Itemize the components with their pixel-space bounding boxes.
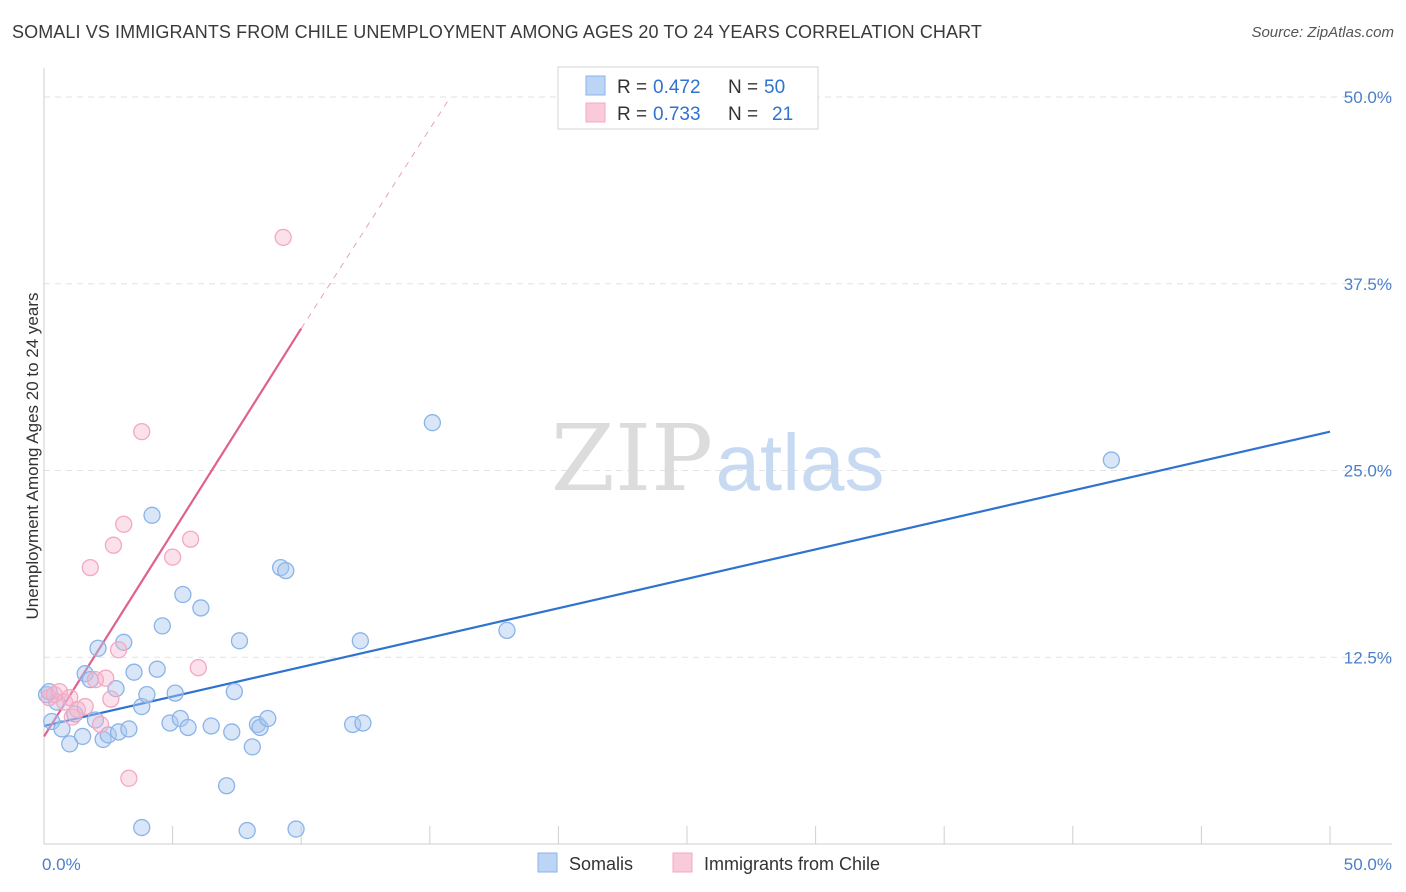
series-swatch-chile bbox=[672, 852, 693, 873]
somalis-point bbox=[143, 506, 161, 524]
y-tick-label: 37.5% bbox=[1344, 275, 1392, 294]
trend-line-somalis bbox=[43, 430, 1331, 728]
chile-point bbox=[120, 769, 138, 787]
chile-point bbox=[133, 423, 151, 441]
somalis-point bbox=[53, 720, 71, 738]
chile-point bbox=[274, 228, 292, 247]
chile-point bbox=[61, 688, 79, 707]
legend-swatch-chile bbox=[585, 102, 606, 123]
somalis-point bbox=[148, 660, 166, 678]
chile-point bbox=[181, 530, 200, 548]
watermark-atlas: atlas bbox=[716, 418, 885, 507]
trend-line-chile bbox=[43, 327, 303, 738]
somalis-point bbox=[125, 663, 143, 681]
legend-r-value-1: 0.472 bbox=[653, 77, 701, 98]
somalis-point bbox=[107, 679, 125, 698]
somalis-point bbox=[1102, 451, 1121, 469]
y-tick-label: 50.0% bbox=[1344, 88, 1392, 107]
chile-point bbox=[189, 659, 207, 677]
somalis-point bbox=[61, 735, 79, 753]
chile-point bbox=[50, 682, 69, 701]
somalis-point bbox=[166, 684, 184, 702]
x-tick-label-max: 50.0% bbox=[1344, 855, 1392, 874]
somalis-point bbox=[243, 738, 261, 756]
correlation-legend: R = 0.472 N = 50 R = 0.733 N = 21 bbox=[557, 66, 819, 130]
y-axis-label: Unemployment Among Ages 20 to 24 years bbox=[23, 293, 42, 620]
chile-point bbox=[91, 715, 110, 734]
source-credit: Source: ZipAtlas.com bbox=[1251, 24, 1394, 41]
somalis-point bbox=[423, 414, 442, 432]
chile-point bbox=[102, 690, 120, 708]
x-tick-labels: 0.0% 50.0% bbox=[42, 855, 1392, 874]
chile-point bbox=[76, 697, 94, 716]
somalis-point bbox=[259, 709, 277, 728]
somalis-point bbox=[73, 727, 92, 746]
series-legend: Somalis Immigrants from Chile bbox=[537, 852, 880, 874]
legend-r-label-1: R = bbox=[617, 77, 647, 98]
legend-r-label-2: R = bbox=[617, 104, 647, 125]
somalis-point bbox=[217, 777, 236, 795]
somalis-point bbox=[120, 720, 138, 738]
somalis-point bbox=[133, 818, 151, 837]
series-label-chile: Immigrants from Chile bbox=[704, 854, 880, 874]
watermark-zip: ZIP bbox=[551, 405, 713, 512]
somalis-point bbox=[179, 718, 197, 737]
legend-r-value-2: 0.733 bbox=[653, 104, 701, 125]
chile-point bbox=[115, 515, 133, 533]
somalis-point bbox=[498, 621, 516, 640]
somalis-point bbox=[277, 561, 295, 580]
somalis-point bbox=[287, 820, 305, 838]
somalis-point bbox=[202, 717, 220, 735]
chile-point bbox=[104, 536, 123, 554]
somalis-point bbox=[271, 558, 290, 577]
y-tick-label: 25.0% bbox=[1344, 462, 1392, 481]
gridlines bbox=[44, 96, 1392, 658]
somalis-point bbox=[161, 714, 179, 732]
axes bbox=[43, 68, 1392, 845]
somalis-point bbox=[225, 682, 243, 701]
somalis-point bbox=[351, 632, 370, 650]
data-points bbox=[37, 228, 1121, 840]
somalis-point bbox=[248, 715, 267, 734]
somalis-point bbox=[153, 617, 171, 635]
chile-point bbox=[163, 548, 182, 566]
somalis-point bbox=[223, 723, 241, 741]
series-swatch-somalis bbox=[537, 852, 558, 873]
watermark: ZIP atlas bbox=[551, 405, 885, 512]
trend-line-extension-chile bbox=[300, 96, 451, 329]
y-tick-labels: 12.5% 25.0% 37.5% 50.0% bbox=[1344, 88, 1392, 667]
chile-point bbox=[97, 669, 115, 687]
somalis-point bbox=[238, 821, 256, 840]
somalis-point bbox=[109, 723, 128, 741]
legend-swatch-somalis bbox=[585, 75, 606, 96]
chile-point bbox=[109, 641, 128, 659]
series-label-somalis: Somalis bbox=[569, 854, 633, 874]
legend-n-value-2: 21 bbox=[772, 104, 793, 125]
somalis-point bbox=[192, 599, 210, 617]
x-tick-label-min: 0.0% bbox=[42, 855, 81, 874]
legend-n-label-1: N = bbox=[728, 77, 758, 98]
somalis-point bbox=[138, 685, 156, 704]
legend-n-value-1: 50 bbox=[764, 77, 785, 98]
somalis-point bbox=[89, 639, 107, 657]
trend-lines bbox=[43, 96, 1331, 738]
somalis-point bbox=[174, 585, 192, 604]
chile-point bbox=[40, 688, 58, 707]
somalis-point bbox=[354, 714, 372, 732]
somalis-point bbox=[230, 632, 249, 650]
legend-n-label-2: N = bbox=[728, 104, 758, 125]
chile-point bbox=[81, 558, 99, 577]
y-tick-label: 12.5% bbox=[1344, 648, 1392, 667]
chart-title: SOMALI VS IMMIGRANTS FROM CHILE UNEMPLOY… bbox=[12, 22, 983, 42]
